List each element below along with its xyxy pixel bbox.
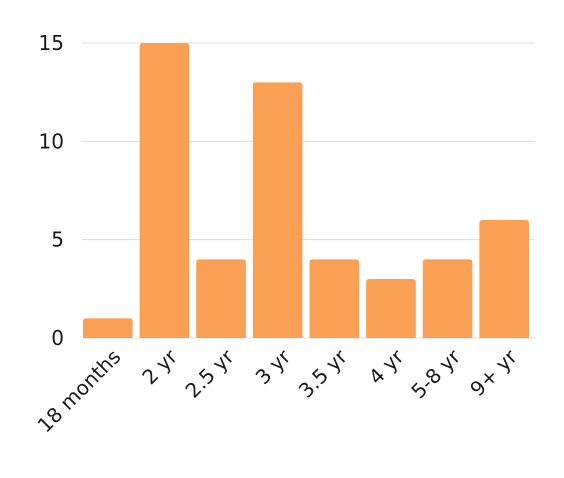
- x-tick-label: 3 yr: [251, 344, 296, 389]
- bar: [83, 318, 133, 338]
- bars: [83, 43, 529, 338]
- x-tick-label: 2 yr: [137, 344, 182, 389]
- x-tick-label: 5-8 yr: [406, 344, 465, 403]
- x-tick-label: 9+ yr: [465, 344, 522, 401]
- x-tick-label: 18 months: [33, 345, 126, 438]
- x-tick-label: 4 yr: [364, 344, 409, 389]
- y-tick-label: 10: [39, 129, 64, 153]
- bar: [309, 259, 360, 338]
- x-tick-label: 2.5 yr: [180, 344, 239, 403]
- y-tick-label: 0: [51, 326, 64, 350]
- bar: [139, 43, 190, 338]
- bar: [252, 82, 303, 338]
- y-tick-label: 5: [51, 228, 64, 252]
- bar: [366, 279, 416, 338]
- bar: [196, 259, 246, 338]
- bar: [422, 259, 473, 338]
- bar: [479, 220, 529, 338]
- y-tick-label: 15: [39, 31, 64, 55]
- y-axis-ticks: 0 5 10 15: [39, 31, 64, 350]
- x-axis-ticks: 18 months 2 yr2.5 yr 3 yr3.5 yr 4 yr5-8 yr 9…: [33, 344, 523, 437]
- x-tick-label: 3.5 yr: [294, 344, 353, 403]
